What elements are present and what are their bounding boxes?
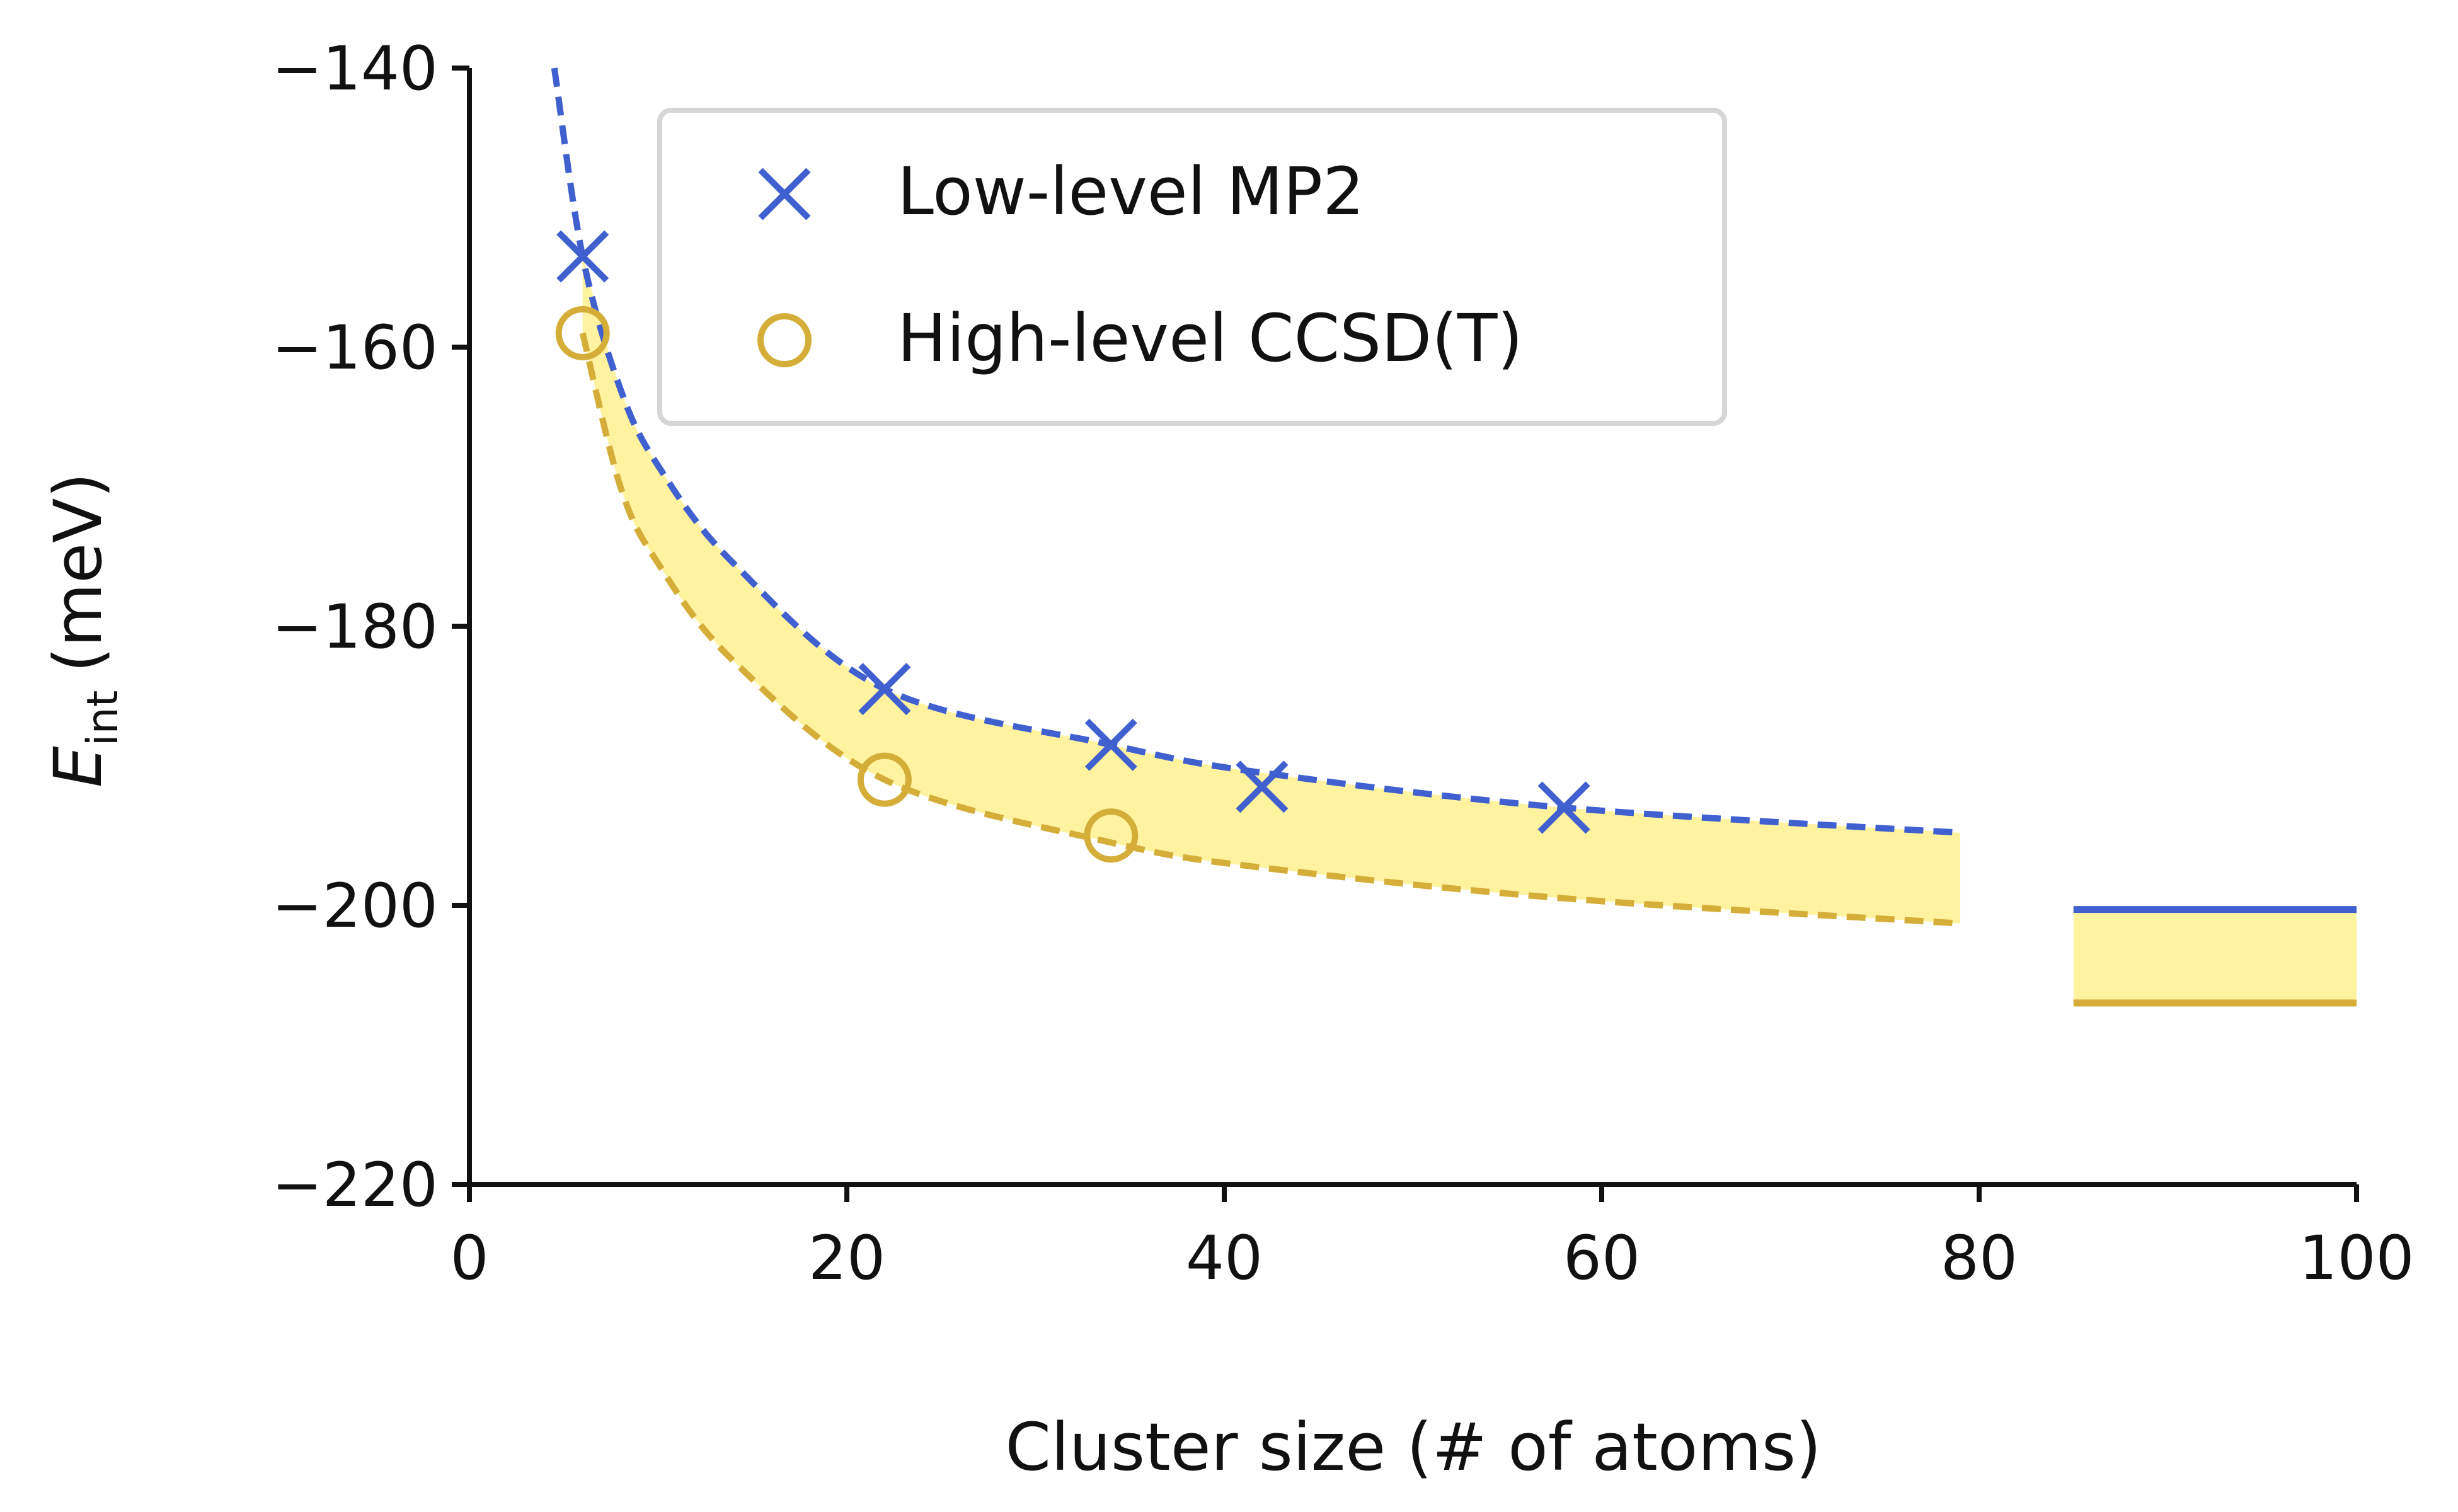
y-axis-label-subscript: int: [78, 690, 128, 747]
x-marker-stroke: [758, 168, 811, 220]
x-tick-label: 80: [1941, 1223, 2018, 1293]
y-tick-label: −220: [272, 1150, 438, 1220]
shaded-band-limit: [2073, 909, 2357, 1004]
mp2-point: [556, 230, 609, 283]
ccsdt-point: [857, 752, 912, 807]
mp2-point: [1537, 781, 1590, 834]
y-axis-label: Eint (meV): [40, 472, 128, 788]
y-tick-label: −160: [272, 312, 438, 383]
y-axis-label-unit: (meV): [40, 472, 117, 673]
x-marker-stroke: [858, 663, 911, 716]
legend-mp2-marker: [758, 168, 811, 220]
x-tick-label: 0: [450, 1223, 488, 1293]
shaded-band-fit: [582, 256, 1961, 924]
x-marker-stroke: [556, 230, 609, 283]
x-tick-label: 20: [808, 1223, 885, 1293]
x-axis-label: Cluster size (# of atoms): [1005, 1409, 1821, 1486]
x-marker-stroke: [1084, 718, 1137, 771]
y-tick-label: −180: [272, 592, 438, 662]
mp2-point: [858, 663, 911, 716]
shaded-band-layer: [582, 256, 2357, 1004]
legend-frame: [657, 108, 1727, 426]
mp2-point: [1084, 718, 1137, 771]
legend-ccsdt-marker: [757, 313, 812, 367]
x-marker-stroke: [1236, 760, 1289, 813]
limit-line-layer: [2073, 906, 2357, 1007]
fit-curve-ccsdt: [579, 332, 1961, 927]
legend-circle-symbol: [757, 313, 812, 367]
legend-label-mp2: Low-level MP2: [897, 153, 1364, 230]
x-tick-label: 40: [1186, 1223, 1263, 1293]
ccsdt-point: [1084, 808, 1139, 863]
mp2-point: [1236, 760, 1289, 813]
legend: Low-level MP2 High-level CCSD(T): [657, 108, 1727, 426]
y-axis-label-symbol: E: [40, 746, 117, 788]
y-tick-label: −140: [272, 33, 438, 104]
marker-layer: [555, 230, 1590, 863]
axes: 0 20 40 60 80 100 −220 −200 −180 −160 −140: [272, 33, 2414, 1293]
legend-label-ccsdt: High-level CCSD(T): [897, 300, 1523, 377]
ccsdt-point: [555, 306, 610, 360]
x-marker-stroke: [1537, 781, 1590, 834]
x-tick-label: 100: [2299, 1223, 2414, 1293]
legend-x-symbol: [758, 168, 811, 220]
y-tick-label: −200: [272, 871, 438, 941]
x-tick-label: 60: [1563, 1223, 1640, 1293]
